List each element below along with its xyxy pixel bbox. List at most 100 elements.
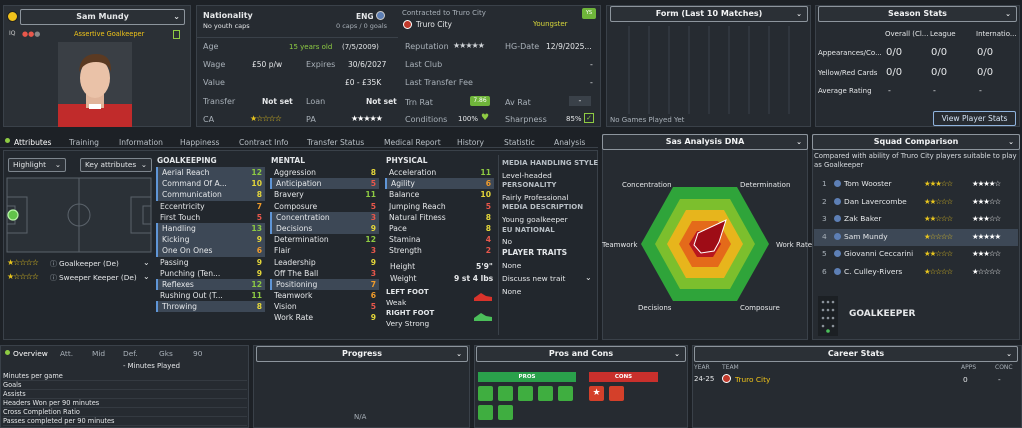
squad-row[interactable]: 2 Dan Lavercombe ★★☆☆☆ ★★★☆☆ [814,194,1018,212]
chevron-down-icon[interactable]: ⌄ [585,273,592,282]
attribute-row[interactable]: Bravery 11 [270,189,379,200]
attribute-name: Kicking [162,235,190,245]
attribute-row[interactable]: Eccentricity 7 [156,201,265,212]
contract-club[interactable]: Truro City [416,20,452,29]
attribute-row[interactable]: Jumping Reach 5 [385,201,494,212]
tab-transfer-status[interactable]: Transfer Status [307,138,365,147]
tab-mid[interactable]: Mid [92,349,106,358]
attribute-row[interactable]: Command Of A... 10 [156,178,265,190]
weight-value: 9 st 4 lbs [454,274,494,283]
attribute-row[interactable]: Reflexes 12 [156,278,265,291]
attribute-row[interactable]: Teamwork 6 [270,290,379,301]
attribute-value: 8 [256,190,262,200]
attribute-row[interactable]: Composure 5 [270,201,379,212]
player-name-bar[interactable]: Sam Mundy ⌄ [20,9,185,25]
squad-row[interactable]: 1 Tom Wooster ★★★☆☆ ★★★★☆ [814,176,1018,194]
weight-label: Weight [390,274,417,283]
attribute-row[interactable]: Pace 8 [385,223,494,234]
attribute-row[interactable]: Flair 3 [270,245,379,256]
tab-att[interactable]: Att. [60,349,74,358]
attribute-row[interactable]: Aerial Reach 12 [156,167,265,179]
pro-trait-icon[interactable] [478,386,493,401]
star-icon[interactable]: ★ [589,386,604,401]
pro-trait-icon[interactable] [478,405,493,420]
attribute-row[interactable]: Anticipation 5 [270,178,379,190]
attribute-name: Vision [274,302,297,312]
attribute-row[interactable]: Punching (Ten... 9 [156,268,265,279]
attribute-row[interactable]: Agility 6 [385,178,494,190]
highlight-dropdown[interactable]: Highlight ⌄ [8,158,66,172]
squad-header[interactable]: Squad Comparison ⌄ [812,134,1020,150]
attribute-row[interactable]: Positioning 7 [270,278,379,291]
tab-medical-report[interactable]: Medical Report [384,138,441,147]
attribute-row[interactable]: One On Ones 6 [156,245,265,257]
chevron-down-icon[interactable]: ⌄ [143,258,150,267]
discuss-trait-dropdown[interactable]: Discuss new trait [502,274,565,283]
tab-happiness[interactable]: Happiness [180,138,220,147]
pro-trait-icon[interactable] [558,386,573,401]
attribute-row[interactable]: Communication 8 [156,189,265,201]
attribute-row[interactable]: Rushing Out (T... 11 [156,290,265,301]
key-attributes-dropdown[interactable]: Key attributes ⌄ [80,158,152,172]
pro-trait-icon[interactable] [538,386,553,401]
squad-row[interactable]: 3 Zak Baker ★★☆☆☆ ★★★☆☆ [814,211,1018,229]
overview-stat-row: Goals [3,381,247,390]
career-header[interactable]: Career Stats ⌄ [694,346,1018,362]
chevron-down-icon[interactable]: ⌄ [143,272,150,281]
form-header[interactable]: Form (Last 10 Matches) ⌄ [610,6,808,22]
attribute-row[interactable]: Aggression 8 [270,167,379,178]
pro-trait-icon[interactable] [518,386,533,401]
attribute-row[interactable]: Leadership 9 [270,257,379,268]
attribute-row[interactable]: Determination 12 [270,234,379,245]
view-player-stats-button[interactable]: View Player Stats [933,111,1016,126]
attribute-row[interactable]: Strength 2 [385,245,494,256]
attribute-value: 5 [256,212,262,222]
overview-stat-row: Minutes per game [3,372,247,381]
tab-gks[interactable]: Gks [159,349,173,358]
attribute-row[interactable]: Decisions 9 [270,222,379,235]
tab-attributes[interactable]: Attributes [14,138,52,147]
attribute-row[interactable]: First Touch 5 [156,212,265,223]
squad-row[interactable]: 4 Sam Mundy ★☆☆☆☆ ★★★★★ [814,228,1018,246]
mental-title: MENTAL [271,156,305,165]
attribute-row[interactable]: Passing 9 [156,257,265,268]
tab-analysis[interactable]: Analysis [554,138,586,147]
career-team[interactable]: Truro City [735,375,771,384]
squad-row[interactable]: 5 Giovanni Ceccarini ★★☆☆☆ ★★★☆☆ [814,246,1018,264]
attribute-row[interactable]: Kicking 9 [156,234,265,246]
attribute-row[interactable]: Concentration 3 [270,211,379,223]
tab-90[interactable]: 90 [193,349,203,358]
overview-stat-row: Passes completed per 90 minutes [3,417,247,426]
attribute-row[interactable]: Off The Ball 3 [270,268,379,279]
tab-history[interactable]: History [457,138,485,147]
progress-header[interactable]: Progress ⌄ [256,346,468,362]
attribute-row[interactable]: Work Rate 9 [270,312,379,323]
season-header[interactable]: Season Stats ⌄ [818,6,1017,22]
tab-statistic[interactable]: Statistic [504,138,535,147]
squad-player-name: Sam Mundy [844,231,888,241]
attribute-row[interactable]: Balance 10 [385,189,494,200]
attribute-row[interactable]: Handling 13 [156,222,265,235]
dna-label-decisions: Decisions [638,304,672,312]
position-gk-label[interactable]: Goalkeeper (De) [59,259,119,268]
pro-trait-icon[interactable] [498,405,513,420]
attribute-row[interactable]: Natural Fitness 8 [385,212,494,223]
tab-training[interactable]: Training [69,138,99,147]
dna-header[interactable]: Sas Analysis DNA ⌄ [602,134,808,150]
attribute-row[interactable]: Acceleration 11 [385,167,494,178]
squad-row[interactable]: 6 C. Culley-Rivers ★☆☆☆☆ ★☆☆☆☆ [814,264,1018,282]
attribute-value: 10 [480,190,491,200]
squad-potential-stars: ★★★★☆ [972,179,1001,188]
pro-trait-icon[interactable] [498,386,513,401]
position-sk-label[interactable]: Sweeper Keeper (De) [59,273,137,282]
attribute-row[interactable]: Stamina 4 [385,234,494,245]
chevron-down-icon: ⌄ [674,350,680,358]
tab-contract-info[interactable]: Contract Info [239,138,289,147]
attribute-row[interactable]: Throwing 8 [156,301,265,313]
con-trait-icon[interactable] [609,386,624,401]
attribute-row[interactable]: Vision 5 [270,301,379,312]
tab-information[interactable]: Information [119,138,163,147]
pros-cons-header[interactable]: Pros and Cons ⌄ [476,346,686,362]
tab-def[interactable]: Def. [123,349,138,358]
tab-overview[interactable]: Overview [13,349,48,358]
